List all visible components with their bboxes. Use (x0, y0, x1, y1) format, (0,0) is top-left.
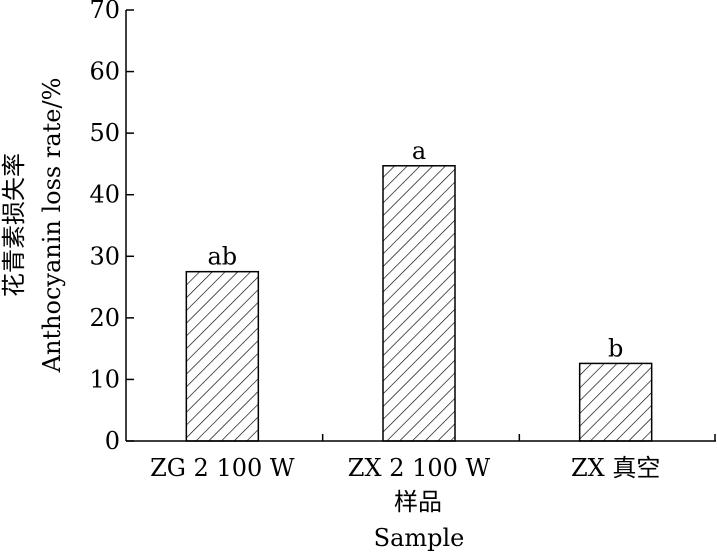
bar (382, 165, 456, 442)
y-tick-label: 0 (105, 427, 120, 455)
bars-group (185, 165, 653, 442)
y-tick-label: 60 (89, 58, 120, 86)
x-axis-title-en: Sample (374, 524, 465, 552)
y-axis-title-en: Anthocyanin loss rate/% (38, 78, 66, 374)
y-tick-label: 10 (89, 365, 120, 393)
x-category-label: ZX 2 100 W (348, 454, 491, 482)
y-tick-label: 70 (89, 0, 120, 24)
y-axis-title-cn: 花青素损失率 (0, 153, 28, 297)
axes-group (125, 9, 716, 442)
y-tick-label: 20 (89, 304, 120, 332)
y-tick-label: 40 (89, 181, 120, 209)
significance-label: ab (207, 243, 237, 271)
y-tick-label: 50 (89, 119, 120, 147)
labels-group: 0 10 20 30 40 50 60 70 ZG 2 100 W ab ZX 2 100 W a ZX… (89, 0, 660, 482)
x-category-label: ZX 真空 (571, 454, 660, 482)
y-tick-label: 30 (89, 242, 120, 270)
significance-label: b (608, 334, 623, 362)
x-category-label: ZG 2 100 W (150, 454, 295, 482)
significance-label: a (412, 137, 426, 165)
x-axis-title-cn: 样品 (394, 488, 442, 516)
bar (185, 270, 260, 442)
bar (578, 362, 653, 442)
